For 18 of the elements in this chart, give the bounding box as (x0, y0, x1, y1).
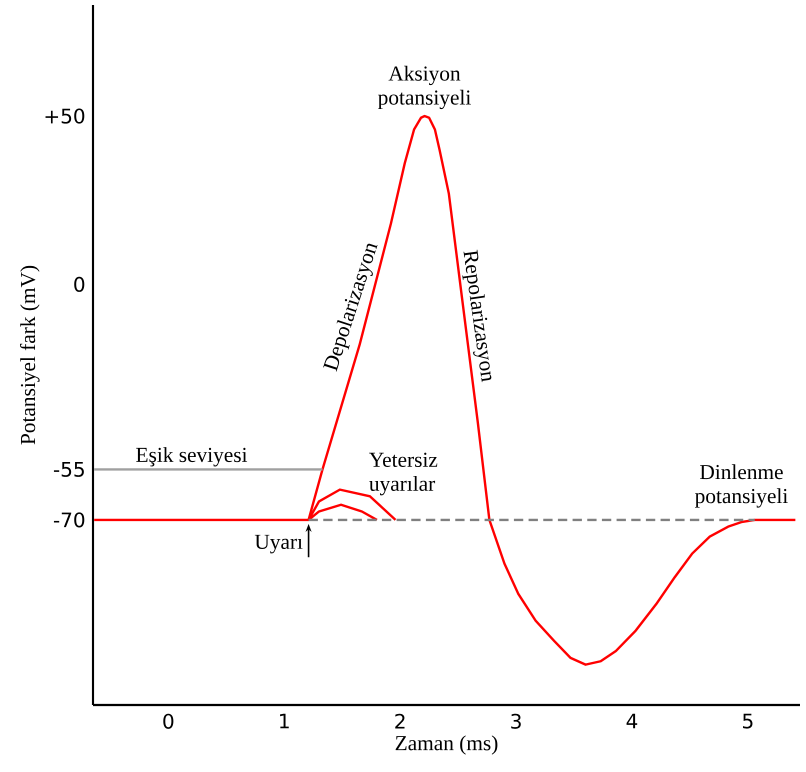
y-tick-label: -55 (54, 462, 84, 477)
y-tick-label: 0 (74, 276, 84, 292)
y-tick-label: -70 (54, 512, 84, 528)
x-tick-label: 1 (280, 714, 289, 728)
annotation: Yetersiz uyarılar (369, 452, 438, 496)
y-tick-label: +50 (46, 108, 84, 124)
x-tick-label: 2 (395, 714, 405, 729)
annotation: Dinlenme potansiyeli (694, 464, 788, 508)
x-tick-label: 4 (626, 714, 638, 728)
y-axis-title: Potansiyel fark (mV) (20, 266, 40, 444)
annotation: Eşik seviyesi (136, 447, 248, 466)
annotation: Aksiyon potansiyeli (378, 66, 471, 110)
x-tick-label: 0 (163, 714, 174, 729)
x-axis-title: Zaman (ms) (396, 735, 498, 755)
annotation: Repolarizasyon (462, 250, 492, 382)
x-tick-label: 5 (743, 714, 752, 729)
x-tick-label: 3 (511, 714, 521, 729)
annotation: Uyarı (254, 534, 303, 554)
